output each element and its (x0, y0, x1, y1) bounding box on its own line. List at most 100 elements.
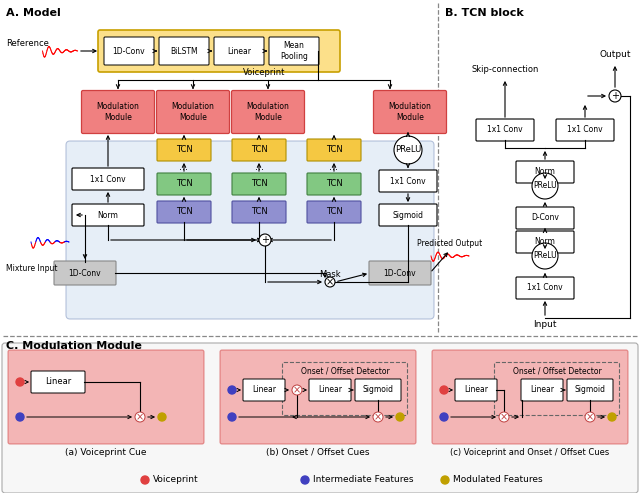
Text: PReLU: PReLU (395, 145, 421, 154)
FancyBboxPatch shape (516, 207, 574, 229)
Text: 1D-Conv: 1D-Conv (68, 269, 101, 278)
Text: Linear: Linear (318, 386, 342, 394)
Text: Linear: Linear (227, 46, 251, 56)
FancyBboxPatch shape (72, 168, 144, 190)
FancyBboxPatch shape (309, 379, 351, 401)
FancyBboxPatch shape (98, 30, 340, 72)
Circle shape (609, 90, 621, 102)
Text: Mask: Mask (319, 270, 341, 279)
Text: 1D-Conv: 1D-Conv (113, 46, 145, 56)
Text: Norm: Norm (97, 211, 118, 219)
Circle shape (394, 136, 422, 164)
Text: Mean
Pooling: Mean Pooling (280, 41, 308, 61)
FancyBboxPatch shape (157, 91, 230, 134)
FancyBboxPatch shape (214, 37, 264, 65)
FancyBboxPatch shape (159, 37, 209, 65)
Text: PReLU: PReLU (533, 251, 557, 260)
FancyBboxPatch shape (232, 173, 286, 195)
Text: Output: Output (599, 50, 631, 59)
FancyBboxPatch shape (72, 204, 144, 226)
FancyBboxPatch shape (379, 170, 437, 192)
FancyBboxPatch shape (243, 379, 285, 401)
Text: ...: ... (330, 162, 339, 172)
Text: +: + (261, 235, 269, 245)
Text: Onset / Offset Detector: Onset / Offset Detector (301, 366, 389, 375)
Text: ×: × (136, 412, 144, 422)
Text: 1x1 Conv: 1x1 Conv (487, 126, 523, 135)
FancyBboxPatch shape (8, 350, 204, 444)
FancyBboxPatch shape (516, 161, 574, 183)
Text: Onset / Offset Detector: Onset / Offset Detector (513, 366, 602, 375)
Text: TCN: TCN (175, 208, 193, 216)
Text: 1x1 Conv: 1x1 Conv (567, 126, 603, 135)
FancyBboxPatch shape (269, 37, 319, 65)
Text: TCN: TCN (326, 208, 342, 216)
FancyBboxPatch shape (516, 231, 574, 253)
Text: 1x1 Conv: 1x1 Conv (90, 175, 126, 183)
Text: 1x1 Conv: 1x1 Conv (390, 176, 426, 185)
Text: Modulation
Module: Modulation Module (97, 103, 140, 122)
Text: B. TCN block: B. TCN block (445, 8, 524, 18)
Text: +: + (611, 91, 619, 101)
Circle shape (228, 386, 236, 394)
FancyBboxPatch shape (2, 343, 638, 493)
FancyBboxPatch shape (374, 91, 447, 134)
Text: Modulation
Module: Modulation Module (388, 103, 431, 122)
Text: TCN: TCN (251, 145, 268, 154)
FancyBboxPatch shape (379, 204, 437, 226)
Text: TCN: TCN (251, 208, 268, 216)
Circle shape (440, 386, 448, 394)
Text: ×: × (586, 412, 594, 422)
Text: Sigmoid: Sigmoid (575, 386, 605, 394)
Text: 1D-Conv: 1D-Conv (384, 269, 416, 278)
FancyBboxPatch shape (104, 37, 154, 65)
FancyBboxPatch shape (66, 141, 434, 319)
Text: Predicted Output: Predicted Output (417, 239, 483, 248)
Text: Norm: Norm (534, 238, 556, 246)
FancyBboxPatch shape (232, 91, 305, 134)
Circle shape (228, 413, 236, 421)
Circle shape (441, 476, 449, 484)
Text: Mixture Input: Mixture Input (6, 264, 58, 273)
Circle shape (301, 476, 309, 484)
FancyBboxPatch shape (31, 371, 85, 393)
Text: PReLU: PReLU (533, 181, 557, 190)
Text: Modulated Features: Modulated Features (453, 476, 543, 485)
FancyBboxPatch shape (521, 379, 563, 401)
FancyBboxPatch shape (432, 350, 628, 444)
Text: (b) Onset / Offset Cues: (b) Onset / Offset Cues (266, 448, 370, 457)
Circle shape (608, 413, 616, 421)
Text: Reference: Reference (6, 39, 49, 48)
Text: (a) Voiceprint Cue: (a) Voiceprint Cue (65, 448, 147, 457)
Text: Voiceprint: Voiceprint (153, 476, 198, 485)
Text: Sigmoid: Sigmoid (392, 211, 424, 219)
Circle shape (532, 243, 558, 269)
Text: Norm: Norm (534, 168, 556, 176)
Text: ×: × (326, 277, 334, 287)
Text: TCN: TCN (326, 145, 342, 154)
FancyBboxPatch shape (54, 261, 116, 285)
Text: ×: × (500, 412, 508, 422)
Text: (c) Voiceprint and Onset / Offset Cues: (c) Voiceprint and Onset / Offset Cues (451, 448, 610, 457)
Text: C. Modulation Module: C. Modulation Module (6, 341, 142, 351)
FancyBboxPatch shape (516, 277, 574, 299)
FancyBboxPatch shape (307, 139, 361, 161)
FancyBboxPatch shape (455, 379, 497, 401)
Circle shape (325, 277, 335, 287)
Text: TCN: TCN (175, 145, 193, 154)
Text: Intermediate Features: Intermediate Features (313, 476, 413, 485)
Text: ×: × (374, 412, 382, 422)
Text: ×: × (293, 385, 301, 395)
Text: Linear: Linear (252, 386, 276, 394)
Text: TCN: TCN (326, 179, 342, 188)
Text: Modulation
Module: Modulation Module (246, 103, 289, 122)
Circle shape (396, 413, 404, 421)
Text: Voiceprint: Voiceprint (243, 68, 285, 77)
Circle shape (585, 412, 595, 422)
Circle shape (292, 385, 302, 395)
Circle shape (158, 413, 166, 421)
Text: Sigmoid: Sigmoid (362, 386, 394, 394)
Circle shape (440, 413, 448, 421)
FancyBboxPatch shape (220, 350, 416, 444)
FancyBboxPatch shape (157, 173, 211, 195)
